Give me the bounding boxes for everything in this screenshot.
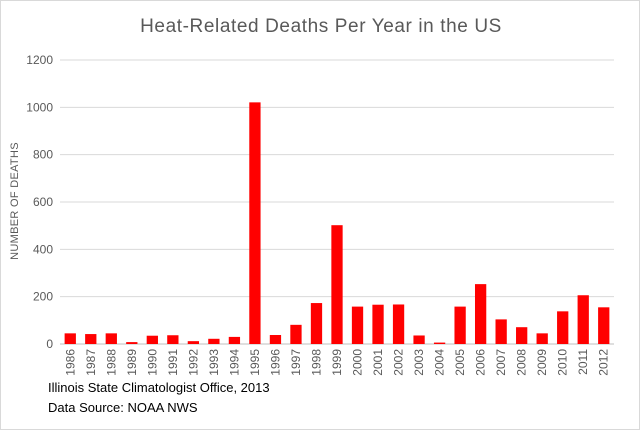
x-tick-label: 2008 (515, 349, 529, 376)
x-tick-label: 2004 (433, 349, 447, 376)
bar-2007 (495, 319, 507, 344)
x-tick-label: 2012 (597, 349, 611, 376)
bar-1986 (64, 333, 76, 344)
x-tick-label: 1991 (166, 349, 180, 376)
chart-title: Heat-Related Deaths Per Year in the US (140, 16, 502, 37)
bar-1989 (126, 342, 138, 344)
x-tick-label: 2001 (371, 349, 385, 376)
bar-1993 (208, 338, 220, 344)
bar-2004 (433, 342, 446, 344)
bar-2009 (536, 333, 548, 344)
x-tick-label: 1986 (63, 349, 77, 376)
bar-1995 (249, 102, 261, 344)
x-tick-label: 2005 (453, 349, 467, 376)
bar-1992 (187, 341, 200, 344)
bar-2010 (557, 311, 569, 344)
source-note-2: Data Source: NOAA NWS (48, 400, 198, 415)
y-tick-label: 600 (33, 195, 53, 209)
x-tick-label: 1987 (84, 349, 98, 376)
x-tick-label: 1996 (268, 349, 282, 376)
x-tick-label: 2000 (351, 349, 365, 376)
x-tick-label: 1999 (330, 349, 344, 376)
bar-1998 (310, 303, 323, 344)
bar-2002 (392, 304, 405, 344)
bar-2012 (598, 307, 610, 344)
y-axis-label: NUMBER OF DEATHS (9, 142, 21, 260)
bar-1988 (105, 333, 117, 344)
x-tick-label: 1998 (309, 349, 323, 376)
bar-2008 (516, 327, 528, 344)
bar-1994 (228, 336, 241, 344)
y-tick-label: 1000 (26, 100, 53, 114)
bar-1990 (146, 335, 158, 344)
bar-2003 (413, 335, 425, 344)
y-tick-label: 400 (33, 242, 53, 256)
bar-2006 (474, 284, 487, 344)
bar-1991 (167, 335, 179, 344)
source-note-1: Illinois State Climatologist Office, 201… (48, 380, 270, 395)
x-tick-label: 2002 (392, 349, 406, 376)
bar-1987 (85, 334, 97, 344)
x-tick-labels: 1986 1987 1988 1989 1990 1991 1992 1993 1994 1995… (63, 349, 610, 376)
y-tick-label: 0 (46, 337, 53, 351)
x-tick-label: 1990 (145, 349, 159, 376)
x-tick-label: 2006 (474, 349, 488, 376)
gridlines (60, 59, 614, 298)
bar-2001 (372, 304, 384, 344)
x-tick-label: 1993 (207, 349, 221, 376)
x-tick-label: 1994 (227, 349, 241, 376)
y-tick-labels: 0 200 400 600 800 1000 1200 (26, 53, 53, 351)
x-tick-label: 1992 (186, 349, 200, 376)
bars (64, 102, 610, 344)
y-tick-label: 200 (33, 290, 53, 304)
x-tick-label: 1989 (125, 349, 139, 376)
y-tick-label: 800 (33, 148, 53, 162)
bar-2011 (577, 295, 589, 344)
x-tick-label: 1988 (104, 349, 118, 376)
bar-1996 (269, 335, 282, 344)
x-tick-label: 1995 (248, 349, 262, 376)
x-tick-label: 2003 (412, 349, 426, 376)
x-tick-label: 2010 (556, 349, 570, 376)
bar-2000 (351, 306, 364, 344)
bar-2005 (454, 306, 466, 344)
y-tick-label: 1200 (26, 53, 53, 67)
x-tick-label: 2009 (535, 349, 549, 376)
x-tick-label: 1997 (289, 349, 303, 376)
x-tick-label: 2011 (576, 349, 590, 375)
bar-1997 (290, 324, 302, 344)
bar-1999 (331, 225, 343, 344)
x-tick-label: 2007 (494, 349, 508, 376)
